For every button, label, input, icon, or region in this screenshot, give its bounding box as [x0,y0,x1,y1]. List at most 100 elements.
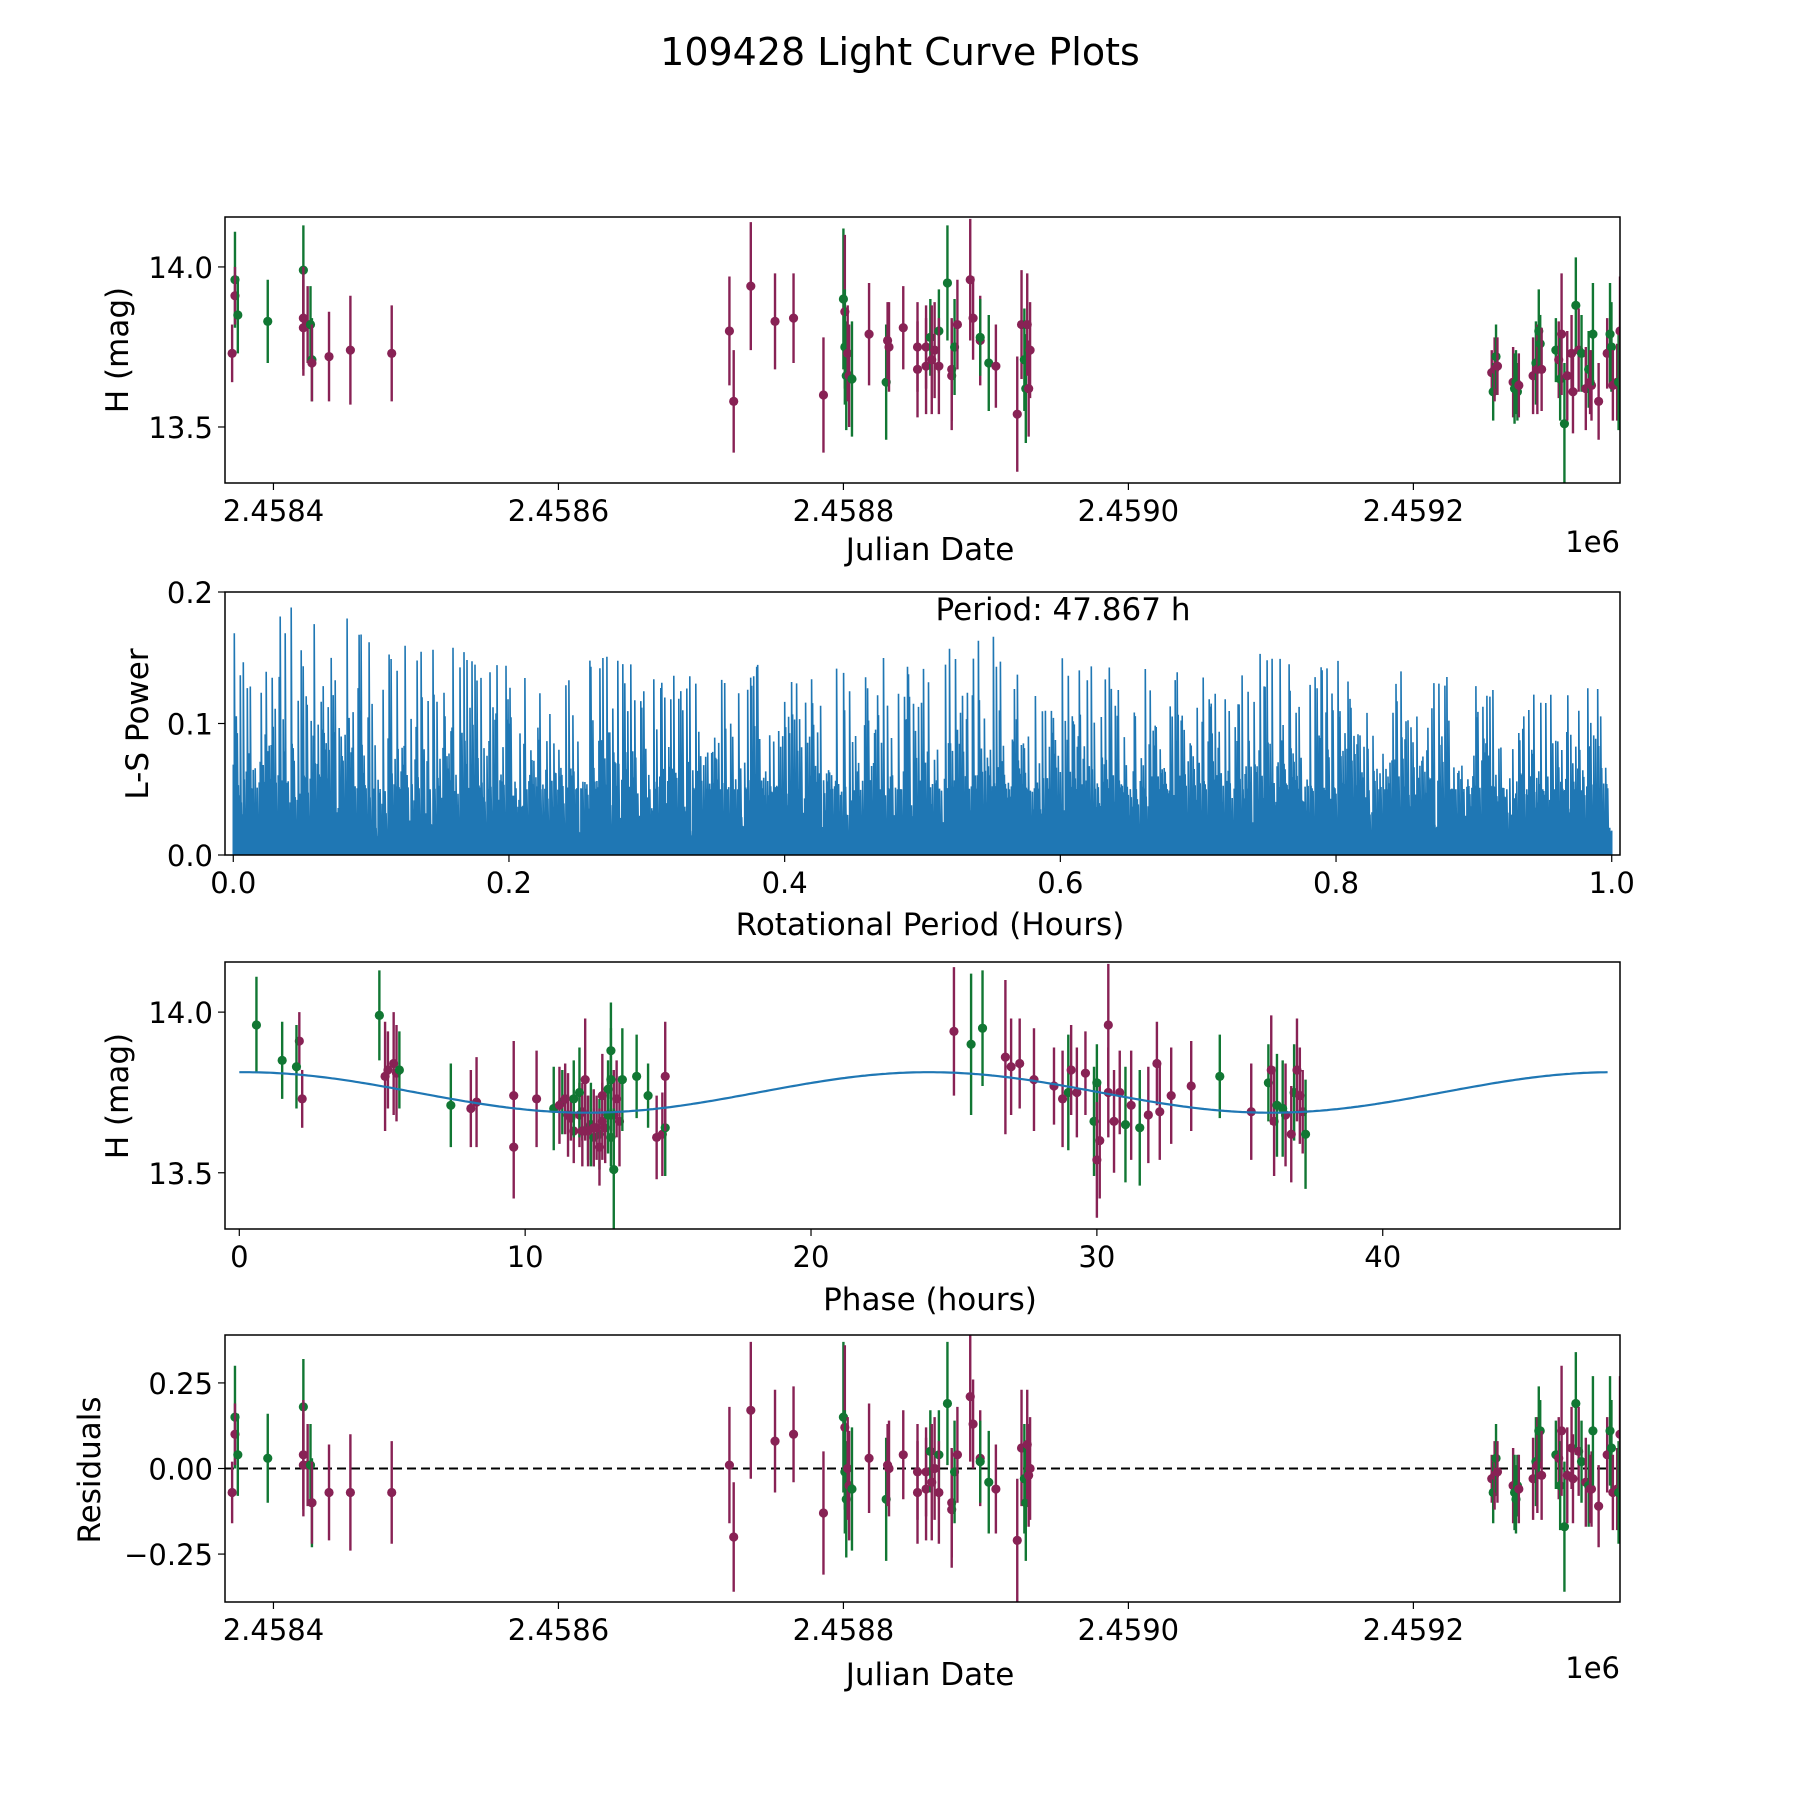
y-tick-label: 14.0 [148,251,213,285]
data-point [884,342,894,352]
data-point [847,374,857,384]
x-tick-label: 30 [1078,1240,1115,1274]
data-point [1066,1065,1076,1075]
x-tick-label: 1.0 [1589,866,1635,900]
data-point [251,1020,262,1030]
y-tick-label: 14.0 [148,996,213,1030]
lightcurve-offset-label: 1e6 [1565,525,1620,559]
data-point [1571,300,1581,310]
data-point [569,1094,579,1104]
x-tick-label: 2.4588 [793,1613,894,1647]
data-point [1514,1484,1524,1494]
data-point [838,294,849,304]
data-point [606,1074,616,1085]
data-point [1012,1535,1022,1545]
data-point [263,1453,273,1463]
data-point [574,1087,585,1098]
y-tick-label: 0.0 [167,839,213,873]
data-point [612,1094,622,1104]
data-point [1576,1457,1587,1467]
lightcurve-ylabel: H (mag) [100,287,136,413]
data-point [297,1094,307,1104]
data-point [374,1010,384,1020]
periodogram-panel: Rotational Period (Hours) L-S Power Peri… [120,576,1635,943]
phased-panel: Phase (hours) H (mag) 0 10 20 30 40 13.5 14.0 [100,961,1621,1318]
y-tick-label: 0.00 [148,1453,213,1487]
data-point [1152,1058,1162,1069]
residuals-offset-label: 1e6 [1565,1651,1620,1685]
data-point [1588,329,1598,339]
data-point [1568,387,1578,397]
y-tick-label: 13.5 [148,1157,213,1191]
x-tick-label: 2.4584 [223,1613,324,1647]
data-point [609,1164,619,1175]
data-point [991,1484,1001,1494]
x-tick-label: 2.4592 [1363,1613,1464,1647]
model-curve [239,1071,1608,1114]
data-point [984,358,994,368]
axes-frame [224,961,1621,1230]
data-point [263,316,273,326]
x-tick-label: 2.4584 [223,494,324,528]
phased-xlabel: Phase (hours) [823,1282,1037,1318]
y-tick-label: 0.1 [167,708,213,742]
x-tick-label: 0.8 [1313,866,1359,900]
y-tick-label: 0.2 [167,576,213,610]
data-point [509,1142,519,1152]
data-point [1605,329,1615,339]
data-point [1215,1071,1225,1081]
data-point [291,1062,302,1072]
data-point [233,310,243,320]
data-point [1103,1020,1113,1030]
x-tick-label: 2.4592 [1363,494,1464,528]
data-point [324,1487,334,1498]
data-point [1594,396,1604,406]
data-point [1012,409,1022,419]
x-tick-label: 0.6 [1037,866,1083,900]
data-point [1556,329,1567,339]
data-point [1286,1129,1296,1139]
x-tick-label: 2.4588 [793,494,894,528]
data-point [531,1094,542,1104]
data-point [864,329,874,339]
data-point [1556,1426,1567,1436]
x-tick-label: 0 [230,1240,248,1274]
residuals-xlabel: Julian Date [844,1657,1015,1693]
data-point [977,1023,988,1033]
data-point [991,361,1001,371]
phased-ylabel: H (mag) [100,1033,136,1159]
data-point [966,1039,976,1049]
data-point [1491,351,1501,362]
data-point [898,1450,908,1460]
data-point [387,1487,397,1498]
periodogram-line [232,607,1613,855]
data-point [1606,1443,1617,1453]
data-point [1120,1119,1131,1130]
data-point [1109,1116,1119,1126]
data-point [1588,1426,1598,1436]
data-point [554,1100,565,1110]
data-point [227,348,237,358]
periodogram-ylabel: L-S Power [120,648,156,799]
x-tick-label: 0.2 [486,866,532,900]
data-point [952,1450,963,1460]
data-point [345,345,355,355]
data-point [1586,380,1597,390]
data-point [934,1487,944,1498]
plot-area [232,607,1613,855]
y-tick-label: 13.5 [148,411,213,445]
data-point [1491,1453,1501,1463]
data-point [724,1460,735,1470]
data-point [394,1065,404,1075]
plot-area [227,218,1620,483]
data-point [1514,380,1524,390]
data-point [1092,1155,1102,1165]
data-point [942,278,953,288]
y-tick-label: 0.25 [148,1367,213,1401]
x-tick-label: 10 [507,1240,544,1274]
data-point [921,361,931,371]
data-point [930,1463,940,1474]
x-tick-label: 40 [1364,1240,1401,1274]
data-point [921,1484,931,1494]
data-point [770,316,780,326]
